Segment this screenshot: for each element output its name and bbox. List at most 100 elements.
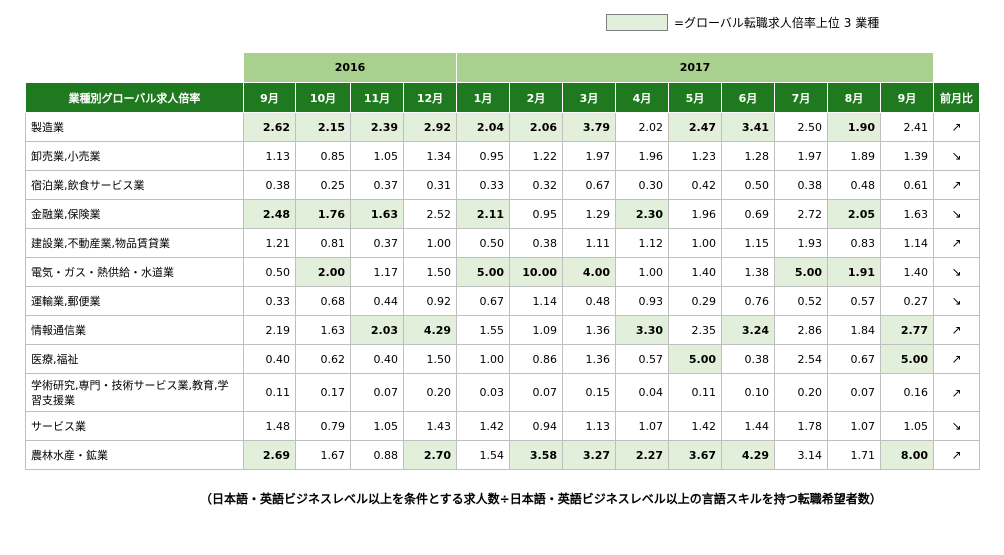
ratio-cell: 2.48 xyxy=(243,199,296,229)
ratio-cell: 1.22 xyxy=(509,141,563,171)
trend-arrow-icon: ↗ xyxy=(933,344,980,374)
ratio-cell: 0.30 xyxy=(615,170,669,200)
ratio-cell: 4.29 xyxy=(721,440,775,470)
ratio-cell: 0.94 xyxy=(509,411,563,441)
ratio-cell: 1.21 xyxy=(243,228,296,258)
ratio-cell: 0.37 xyxy=(350,170,404,200)
table-row: 建設業,不動産業,物品賃貸業 1.21 0.81 0.37 1.00 0.50 0.38 1.… xyxy=(25,228,980,258)
ratio-cell: 3.79 xyxy=(562,112,616,142)
ratio-cell: 2.00 xyxy=(295,257,351,287)
trend-arrow-icon: ↗ xyxy=(933,315,980,345)
ratio-cell: 2.11 xyxy=(456,199,510,229)
ratio-cell: 1.13 xyxy=(243,141,296,171)
table-row: 卸売業,小売業 1.13 0.85 1.05 1.34 0.95 1.22 1.97 1.96 1… xyxy=(25,141,980,171)
ratio-cell: 1.96 xyxy=(615,141,669,171)
ratio-cell: 1.00 xyxy=(615,257,669,287)
ratio-cell: 2.19 xyxy=(243,315,296,345)
ratio-cell: 0.16 xyxy=(880,373,934,412)
ratio-cell: 0.33 xyxy=(243,286,296,316)
industry-name: 医療,福祉 xyxy=(25,344,244,374)
ratio-cell: 2.35 xyxy=(668,315,722,345)
ratio-cell: 0.50 xyxy=(721,170,775,200)
column-header-month: 5月 xyxy=(668,82,722,113)
ratio-cell: 1.09 xyxy=(509,315,563,345)
ratio-cell: 1.40 xyxy=(668,257,722,287)
column-header-month: 1月 xyxy=(456,82,510,113)
ratio-cell: 2.06 xyxy=(509,112,563,142)
trend-arrow-icon: ↘ xyxy=(933,411,980,441)
ratio-cell: 2.86 xyxy=(774,315,828,345)
table-row: サービス業 1.48 0.79 1.05 1.43 1.42 0.94 1.13 1.07 1.4… xyxy=(25,411,980,441)
trend-arrow-icon: ↘ xyxy=(933,141,980,171)
column-header-month: 3月 xyxy=(562,82,616,113)
ratio-cell: 0.88 xyxy=(350,440,404,470)
ratio-cell: 1.14 xyxy=(509,286,563,316)
column-header-month: 9月 xyxy=(880,82,934,113)
ratio-cell: 0.38 xyxy=(721,344,775,374)
ratio-cell: 1.05 xyxy=(880,411,934,441)
ratio-cell: 0.31 xyxy=(403,170,457,200)
month-header-row: 業種別グローバル求人倍率 9月 10月 11月 12月 1月 2月 3月 4月 5月 6月 7月 8月 9… xyxy=(25,82,980,113)
ratio-cell: 1.42 xyxy=(456,411,510,441)
ratio-cell: 1.28 xyxy=(721,141,775,171)
table-row: 運輸業,郵便業 0.33 0.68 0.44 0.92 0.67 1.14 0.48 0.93 0… xyxy=(25,286,980,316)
ratio-cell: 1.63 xyxy=(295,315,351,345)
ratio-cell: 0.95 xyxy=(456,141,510,171)
ratio-cell: 1.07 xyxy=(827,411,881,441)
table-row: 金融業,保険業 2.48 1.76 1.63 2.52 2.11 0.95 1.29 2.30 1… xyxy=(25,199,980,229)
ratio-cell: 0.50 xyxy=(456,228,510,258)
ratio-cell: 2.47 xyxy=(668,112,722,142)
ratio-cell: 5.00 xyxy=(774,257,828,287)
ratio-cell: 0.48 xyxy=(827,170,881,200)
ratio-cell: 0.40 xyxy=(243,344,296,374)
ratio-cell: 2.03 xyxy=(350,315,404,345)
ratio-cell: 1.00 xyxy=(456,344,510,374)
ratio-cell: 1.55 xyxy=(456,315,510,345)
legend-swatch xyxy=(606,13,668,31)
year-header-cell: 2017 xyxy=(456,52,934,83)
ratio-cell: 5.00 xyxy=(880,344,934,374)
ratio-cell: 0.57 xyxy=(615,344,669,374)
ratio-cell: 2.70 xyxy=(403,440,457,470)
trend-arrow-icon: ↗ xyxy=(933,440,980,470)
table-row: 情報通信業 2.19 1.63 2.03 4.29 1.55 1.09 1.36 3.30 2.3… xyxy=(25,315,980,345)
ratio-cell: 0.15 xyxy=(562,373,616,412)
ratio-cell: 0.67 xyxy=(827,344,881,374)
ratio-cell: 1.89 xyxy=(827,141,881,171)
ratio-cell: 1.54 xyxy=(456,440,510,470)
ratio-cell: 1.91 xyxy=(827,257,881,287)
ratio-cell: 0.44 xyxy=(350,286,404,316)
ratio-cell: 0.29 xyxy=(668,286,722,316)
ratio-cell: 3.24 xyxy=(721,315,775,345)
column-header-change: 前月比 xyxy=(933,82,980,113)
ratio-cell: 0.93 xyxy=(615,286,669,316)
trend-arrow-icon: ↘ xyxy=(933,286,980,316)
year-header-blank xyxy=(26,53,244,83)
ratio-cell: 0.03 xyxy=(456,373,510,412)
ratio-cell: 1.40 xyxy=(880,257,934,287)
ratio-cell: 0.17 xyxy=(295,373,351,412)
ratio-cell: 1.48 xyxy=(243,411,296,441)
ratio-cell: 2.41 xyxy=(880,112,934,142)
year-header-cell: 2016 xyxy=(243,52,457,83)
trend-arrow-icon: ↗ xyxy=(933,170,980,200)
year-header-blank xyxy=(934,53,980,83)
ratio-cell: 10.00 xyxy=(509,257,563,287)
table-row: 電気・ガス・熱供給・水道業 0.50 2.00 1.17 1.50 5.00 10.00 4.… xyxy=(25,257,980,287)
ratio-cell: 1.84 xyxy=(827,315,881,345)
ratio-cell: 0.07 xyxy=(827,373,881,412)
ratio-cell: 2.52 xyxy=(403,199,457,229)
column-header-month: 7月 xyxy=(774,82,828,113)
ratio-cell: 0.42 xyxy=(668,170,722,200)
ratio-cell: 2.92 xyxy=(403,112,457,142)
industry-name: 運輸業,郵便業 xyxy=(25,286,244,316)
ratio-cell: 1.50 xyxy=(403,344,457,374)
trend-arrow-icon: ↗ xyxy=(933,228,980,258)
table-row: 製造業 2.62 2.15 2.39 2.92 2.04 2.06 3.79 2.02 2.47 3… xyxy=(25,112,980,142)
ratio-cell: 4.00 xyxy=(562,257,616,287)
ratio-cell: 1.78 xyxy=(774,411,828,441)
ratio-cell: 0.20 xyxy=(403,373,457,412)
ratio-cell: 2.27 xyxy=(615,440,669,470)
column-header-month: 2月 xyxy=(509,82,563,113)
ratio-cell: 2.72 xyxy=(774,199,828,229)
